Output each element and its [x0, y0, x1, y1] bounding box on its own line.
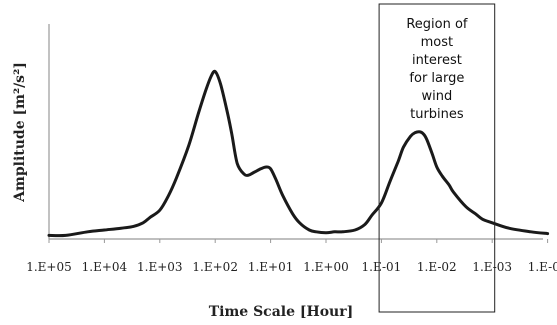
annotation-line: turbines: [410, 107, 464, 122]
x-tick-label: 1.E+03: [137, 260, 183, 274]
x-tick-label: 1.E-02: [417, 260, 457, 274]
annotation-line: Region of: [406, 17, 468, 32]
x-tick-label: 1.E-03: [472, 260, 512, 274]
y-axis-title: Amplitude [m²/s²]: [12, 62, 28, 203]
annotation-line: wind: [422, 89, 453, 104]
x-tick-label: 1.E+02: [192, 260, 238, 274]
region-annotation: Region of most interest for large wind turbin…: [406, 17, 468, 122]
series-line: [47, 69, 550, 238]
annotation-line: interest: [412, 53, 462, 68]
x-tick-labels: 1.E+05 1.E+04 1.E+03 1.E+02 1.E+01 1.E+00 1.E-…: [26, 260, 557, 274]
region-box: [378, 3, 496, 313]
x-tick-label: 1.E-04: [528, 260, 557, 274]
x-tick-label: 1.E-01: [362, 260, 402, 274]
x-tick-label: 1.E+01: [248, 260, 294, 274]
x-tick-label: 1.E+00: [303, 260, 349, 274]
x-tick-label: 1.E+04: [82, 260, 128, 274]
x-axis-title: Time Scale [Hour]: [209, 304, 354, 320]
x-tick-marks: [48, 239, 549, 243]
annotation-line: most: [421, 35, 454, 50]
annotation-line: for large: [409, 71, 464, 86]
x-tick-label: 1.E+05: [26, 260, 72, 274]
